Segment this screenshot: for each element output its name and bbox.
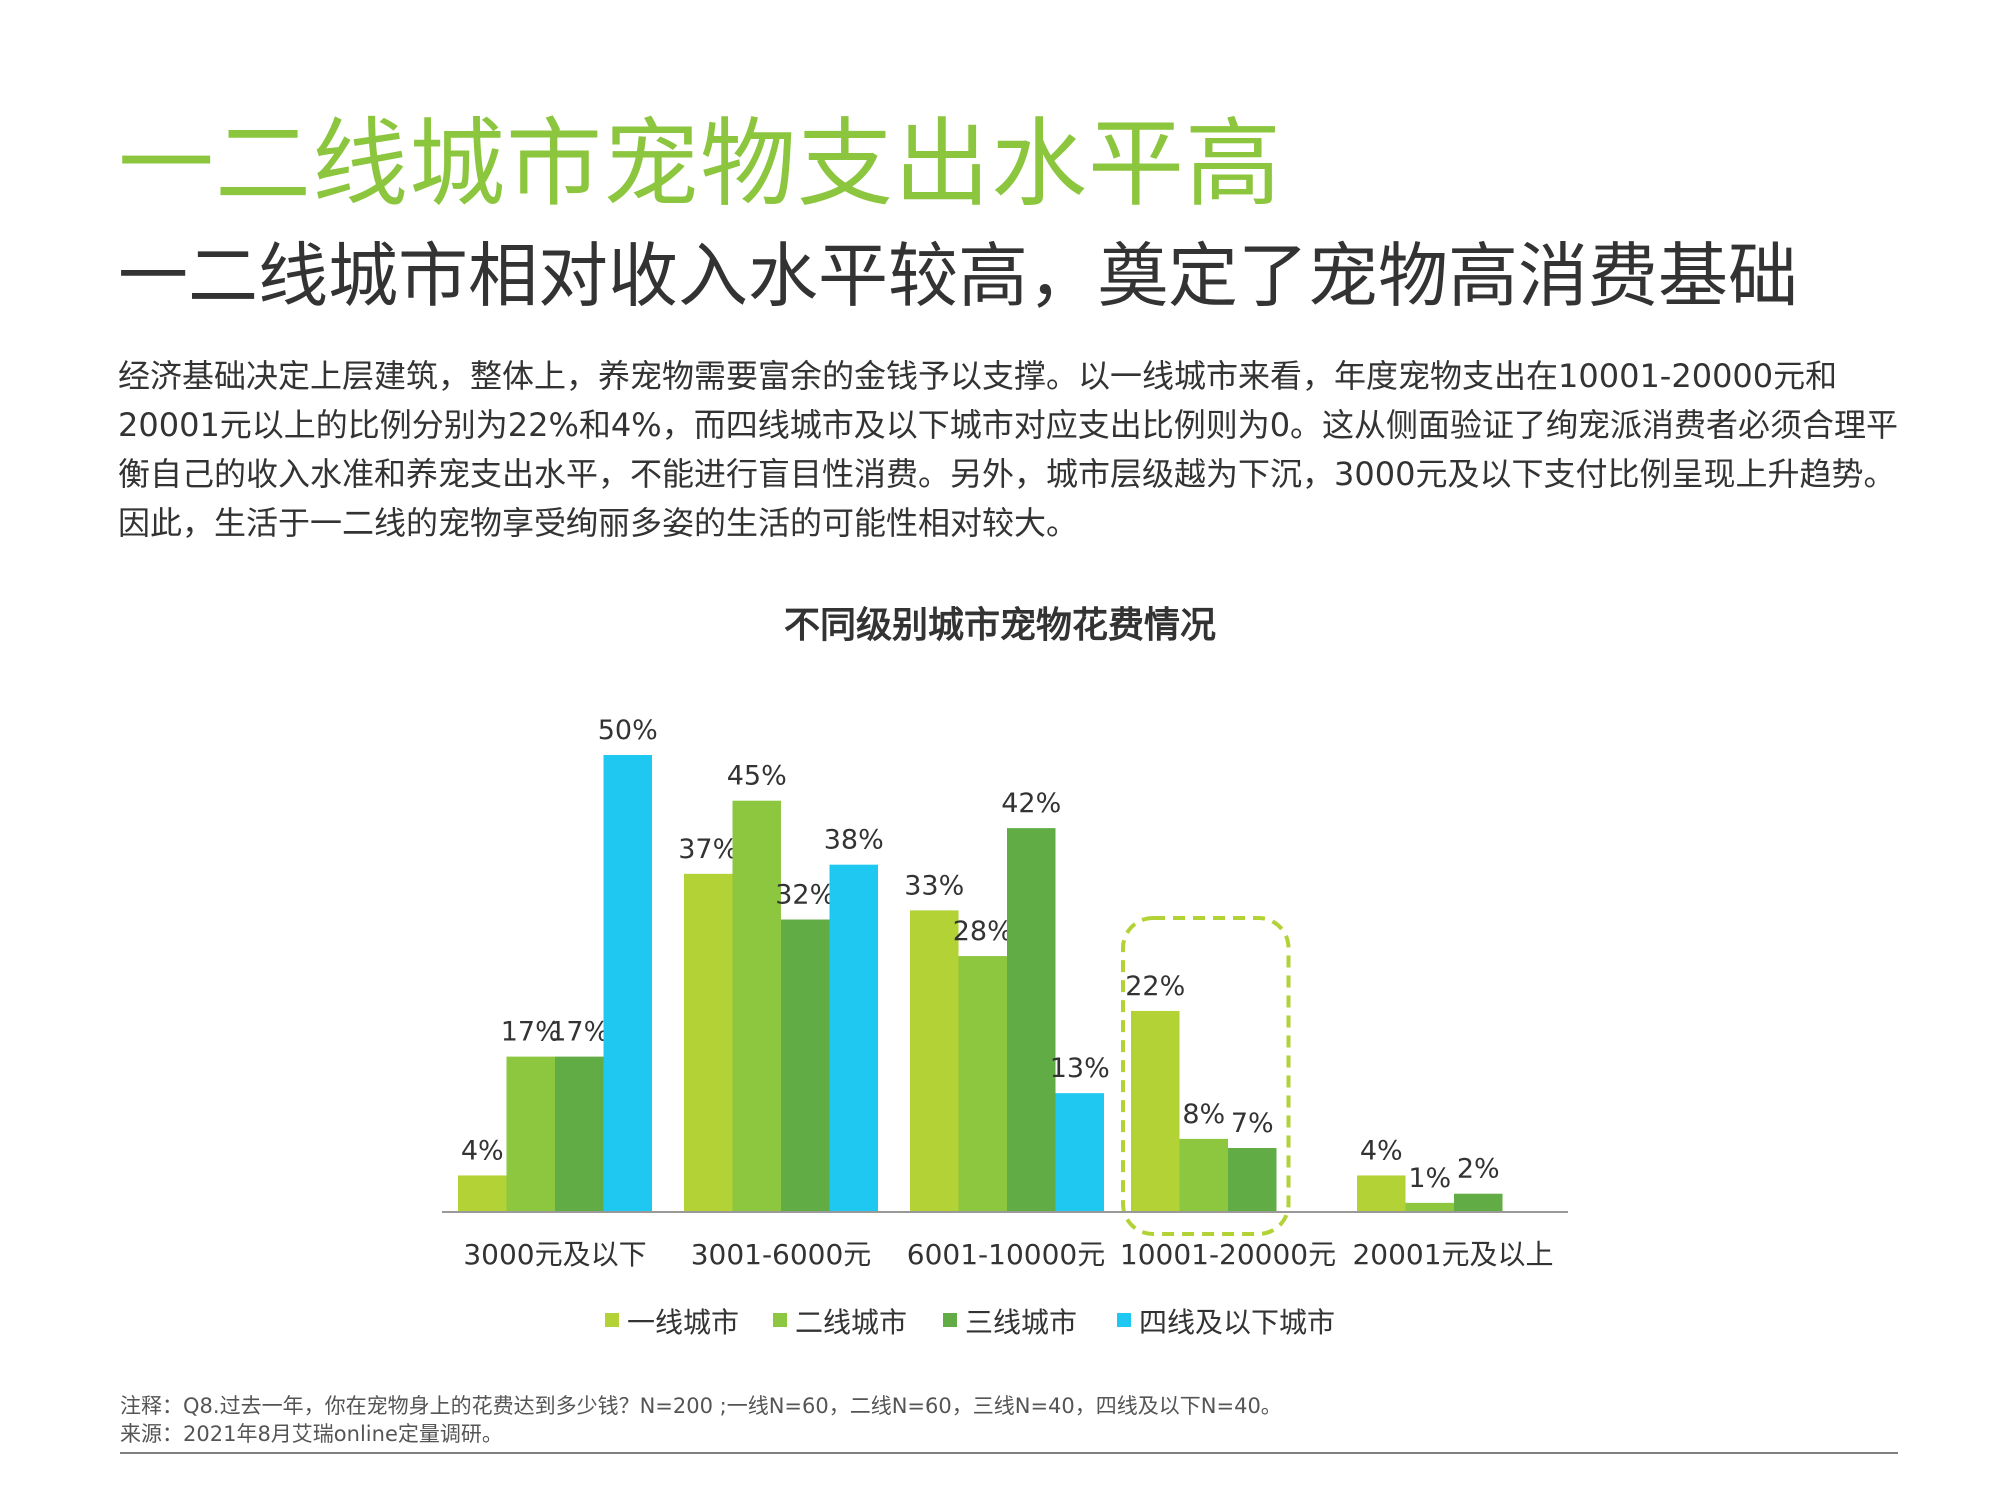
bar-5-1 [1357,1175,1406,1212]
bar-5-2 [1405,1202,1454,1212]
footnote-source: 来源：2021年8月艾瑞online定量调研。 [120,1422,503,1446]
chart-title: 不同级别城市宠物花费情况 [783,605,1216,646]
bar-3-1 [910,910,959,1212]
data-label-3-3: 42% [1001,788,1061,819]
bar-1-4 [603,755,652,1212]
category-label-4: 10001-20000元 [1120,1238,1336,1271]
footnote-note: 注释：Q8.过去一年，你在宠物身上的花费达到多少钱？N=200 ;一线N=60，… [120,1394,1282,1418]
category-label-3: 6001-10000元 [907,1238,1105,1271]
legend-label-1: 一线城市 [627,1306,739,1339]
data-label-4-3: 7% [1231,1108,1274,1139]
legend-label-2: 二线城市 [795,1306,907,1339]
data-label-1-2: 17% [501,1017,561,1048]
data-label-5-1: 4% [1360,1135,1403,1166]
data-label-4-2: 8% [1182,1099,1225,1130]
bar-1-1 [458,1175,507,1212]
bar-4-1 [1131,1010,1180,1212]
bar-2-4 [829,864,878,1212]
category-label-1: 3000元及以下 [463,1238,646,1271]
data-label-5-2: 1% [1408,1163,1451,1194]
bar-4-3 [1228,1148,1277,1212]
data-label-4-1: 22% [1125,971,1185,1002]
bar-2-3 [781,919,830,1212]
data-label-2-2: 45% [727,761,787,792]
bar-3-3 [1007,828,1056,1212]
highlight-box [1121,916,1291,1236]
data-label-2-3: 32% [775,880,835,911]
bar-1-2 [506,1056,555,1212]
data-label-2-1: 37% [678,834,738,865]
data-label-2-4: 38% [824,825,884,856]
footnote: 注释：Q8.过去一年，你在宠物身上的花费达到多少钱？N=200 ;一线N=60，… [120,1392,1282,1448]
legend-swatch-3 [943,1313,957,1327]
bar-1-3 [555,1056,604,1212]
data-label-3-4: 13% [1050,1053,1110,1084]
body-paragraph: 经济基础决定上层建筑，整体上，养宠物需要富余的金钱予以支撑。以一线城市来看，年度… [118,357,1899,542]
legend-label-3: 三线城市 [965,1306,1077,1339]
bottom-divider [120,1452,1898,1454]
data-label-1-1: 4% [461,1135,504,1166]
bar-2-1 [684,873,733,1212]
data-label-5-3: 2% [1457,1154,1500,1185]
legend-swatch-1 [605,1313,619,1327]
data-label-3-2: 28% [953,916,1013,947]
bar-2-2 [732,800,781,1212]
legend-swatch-4 [1117,1313,1131,1327]
data-label-1-3: 17% [549,1017,609,1048]
bar-5-3 [1454,1193,1503,1212]
legend-label-4: 四线及以下城市 [1139,1306,1335,1339]
bar-4-2 [1179,1138,1228,1212]
category-label-2: 3001-6000元 [691,1238,872,1271]
bar-3-2 [958,956,1007,1212]
bar-3-4 [1055,1093,1104,1212]
data-label-3-1: 33% [904,870,964,901]
page-title: 一二线城市宠物支出水平高 [118,108,1282,220]
category-label-5: 20001元及以上 [1352,1238,1553,1271]
data-label-1-4: 50% [598,715,658,746]
page-subtitle: 一二线城市相对收入水平较高，奠定了宠物高消费基础 [118,235,1798,317]
legend-swatch-2 [773,1313,787,1327]
